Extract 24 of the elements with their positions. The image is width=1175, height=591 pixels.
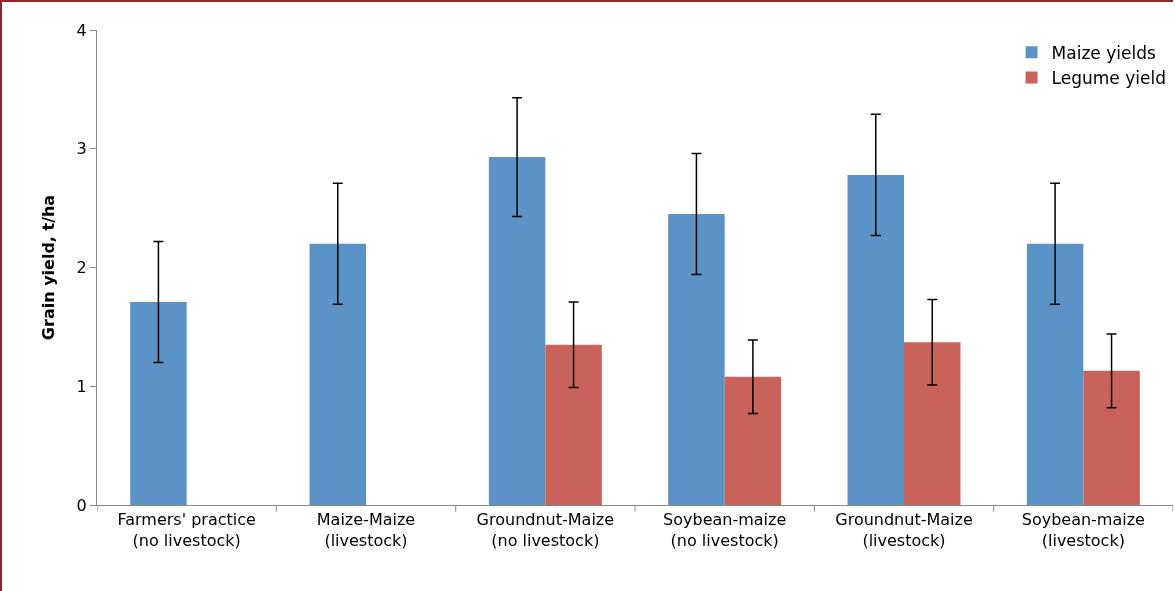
y-tick-label: 4 (76, 20, 87, 40)
bar (1026, 243, 1084, 505)
bar (309, 243, 366, 505)
y-tick-label: 2 (76, 258, 87, 278)
x-tick-label: Farmers' practice (no livestock) (117, 510, 256, 550)
legend-label: Legume yield (1051, 68, 1166, 89)
x-tick-label: Soybean-maize (no livestock) (663, 510, 787, 550)
y-axis-title: Grain yield, t/ha (38, 194, 58, 341)
bar (130, 301, 187, 505)
bar (847, 174, 904, 505)
bar (1083, 370, 1140, 505)
x-tick-label: Groundnut-Maize (no livestock) (476, 510, 615, 550)
bar (545, 344, 602, 505)
bar (488, 157, 546, 505)
y-tick-label: 3 (76, 139, 87, 159)
bar (904, 342, 961, 505)
legend-label: Maize yields (1051, 42, 1156, 63)
x-tick-label: Maize-Maize (livestock) (316, 510, 416, 550)
bar (724, 376, 782, 505)
bar (668, 214, 725, 505)
y-tick-label: 1 (76, 376, 87, 396)
y-tick-label: 0 (76, 495, 87, 515)
x-tick-label: Soybean-maize (livestock) (1021, 510, 1145, 550)
x-tick-label: Groundnut-Maize (livestock) (835, 510, 973, 550)
